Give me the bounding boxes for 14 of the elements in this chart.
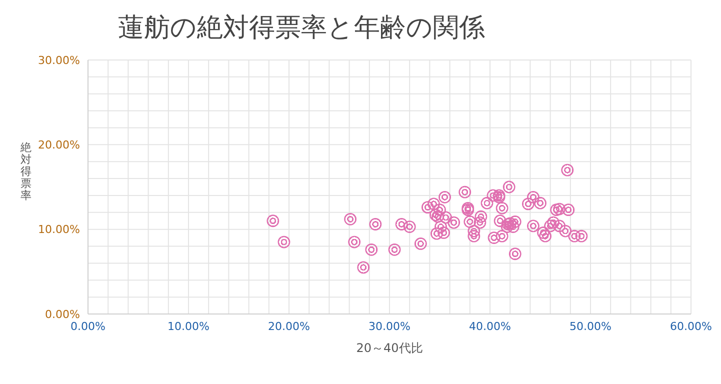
y-tick-label: 10.00% bbox=[38, 223, 80, 236]
chart-title: 蓮舫の絶対得票率と年齢の関係 bbox=[118, 12, 485, 45]
x-tick-label: 0.00% bbox=[70, 320, 106, 333]
x-tick-label: 10.00% bbox=[168, 320, 210, 333]
y-tick-label: 0.00% bbox=[45, 308, 80, 321]
x-tick-label: 50.00% bbox=[570, 320, 612, 333]
x-tick-label: 20.00% bbox=[268, 320, 310, 333]
x-axis-title: 20～40代比 bbox=[356, 341, 423, 355]
y-tick-label: 20.00% bbox=[38, 138, 80, 152]
y-axis-title: 絶対得票率 bbox=[20, 141, 32, 202]
x-tick-label: 40.00% bbox=[469, 320, 511, 333]
x-tick-label: 60.00% bbox=[670, 320, 712, 333]
y-tick-label: 30.00% bbox=[38, 54, 80, 67]
x-tick-label: 30.00% bbox=[368, 320, 410, 333]
